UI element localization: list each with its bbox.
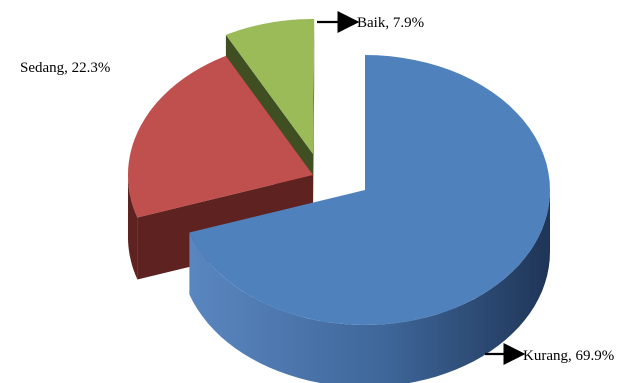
data-label-sedang: Sedang, 22.3% bbox=[20, 60, 110, 76]
slice-sedang-top bbox=[128, 55, 313, 218]
slice-kurang-top bbox=[189, 55, 550, 325]
data-label-baik: Baik, 7.9% bbox=[357, 15, 424, 31]
slice-sedang-outer-wall bbox=[128, 175, 138, 280]
slice-kurang-outer-wall bbox=[189, 190, 550, 383]
data-label-kurang: Kurang, 69.9% bbox=[523, 348, 614, 364]
slice-baik-top bbox=[225, 19, 315, 154]
slice-baik-cut-wall-1 bbox=[313, 19, 315, 216]
slice-kurang bbox=[189, 55, 550, 383]
